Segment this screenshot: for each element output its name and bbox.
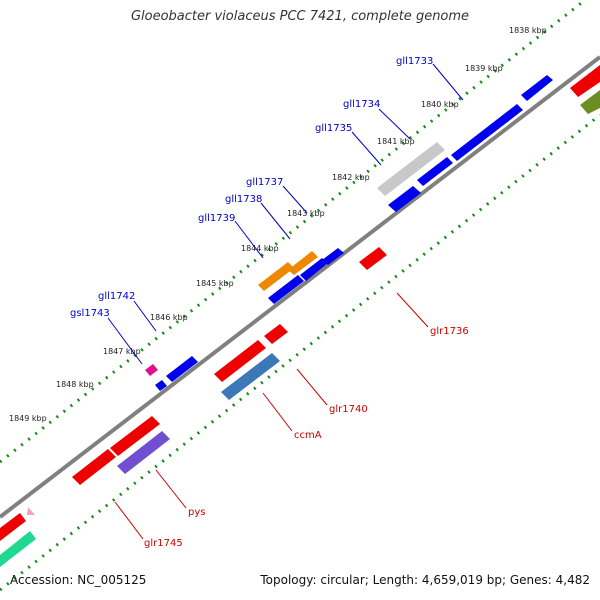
- reverse-callout-lines: [114, 292, 429, 540]
- kbp-tick-label: 1847 kbp: [103, 347, 141, 356]
- gene-label-gll1733[interactable]: gll1733: [396, 56, 433, 67]
- genome-title: Gloeobacter violaceus PCC 7421, complete…: [130, 9, 470, 24]
- gene-gll1735[interactable]: [377, 142, 445, 196]
- gene-label-gll1737[interactable]: gll1737: [246, 177, 283, 188]
- gene-ccmA[interactable]: [221, 353, 280, 400]
- kbp-tick-label: 1841 kbp: [377, 137, 415, 146]
- gene-gll1739[interactable]: [258, 262, 304, 304]
- gene-label-ccmA[interactable]: ccmA: [294, 430, 322, 441]
- kbp-tick-label: 1845 kbp: [196, 279, 234, 288]
- kbp-tick-label: 1843 kbp: [287, 209, 325, 218]
- gene-gll1733[interactable]: [451, 75, 553, 161]
- gene-glr1736[interactable]: [359, 247, 387, 270]
- gene-edge-partial[interactable]: [0, 65, 600, 567]
- gene-label-gsl1743[interactable]: gsl1743: [70, 308, 110, 319]
- gene-gll1736-partner[interactable]: [388, 186, 421, 212]
- kbp-tick-label: 1849 kbp: [9, 414, 47, 423]
- gene-label-gll1739[interactable]: gll1739: [198, 213, 235, 224]
- gene-label-pys[interactable]: pys: [188, 507, 205, 518]
- forward-callout-lines: [107, 63, 464, 365]
- genome-backbone: [0, 55, 600, 519]
- kbp-tick-label: 1840 kbp: [421, 100, 459, 109]
- gene-glr1745[interactable]: [72, 416, 160, 485]
- reverse-scale-dotted-line: [0, 113, 600, 592]
- gene-label-gll1742[interactable]: gll1742: [98, 291, 135, 302]
- gene-glr1740[interactable]: [214, 324, 288, 382]
- accession-label: Accession: NC_005125: [10, 573, 147, 587]
- gene-label-gll1738[interactable]: gll1738: [225, 194, 262, 205]
- genome-summary: Topology: circular; Length: 4,659,019 bp…: [260, 573, 590, 587]
- gene-pys[interactable]: [117, 431, 170, 474]
- kbp-tick-label: 1842 kbp: [332, 173, 370, 182]
- kbp-tick-label: 1839 kbp: [465, 64, 503, 73]
- gene-gll1742[interactable]: [166, 356, 198, 382]
- forward-scale-dotted-line: [0, 0, 586, 464]
- gene-label-gll1734[interactable]: gll1734: [343, 99, 380, 110]
- gene-gsl1743[interactable]: [145, 364, 167, 391]
- gene-label-glr1736[interactable]: glr1736: [430, 326, 469, 337]
- kbp-tick-label: 1848 kbp: [56, 380, 94, 389]
- gene-label-gll1735[interactable]: gll1735: [315, 123, 352, 134]
- gene-gll1737[interactable]: [322, 248, 344, 265]
- gene-gll1738[interactable]: [288, 251, 328, 281]
- kbp-tick-label: 1838 kbp: [509, 26, 547, 35]
- gene-label-glr1745[interactable]: glr1745: [144, 538, 183, 549]
- kbp-tick-label: 1844 kbp: [241, 244, 279, 253]
- gene-label-glr1740[interactable]: glr1740: [329, 404, 368, 415]
- kbp-tick-label: 1846 kbp: [150, 313, 188, 322]
- gene-gll1734[interactable]: [417, 157, 453, 186]
